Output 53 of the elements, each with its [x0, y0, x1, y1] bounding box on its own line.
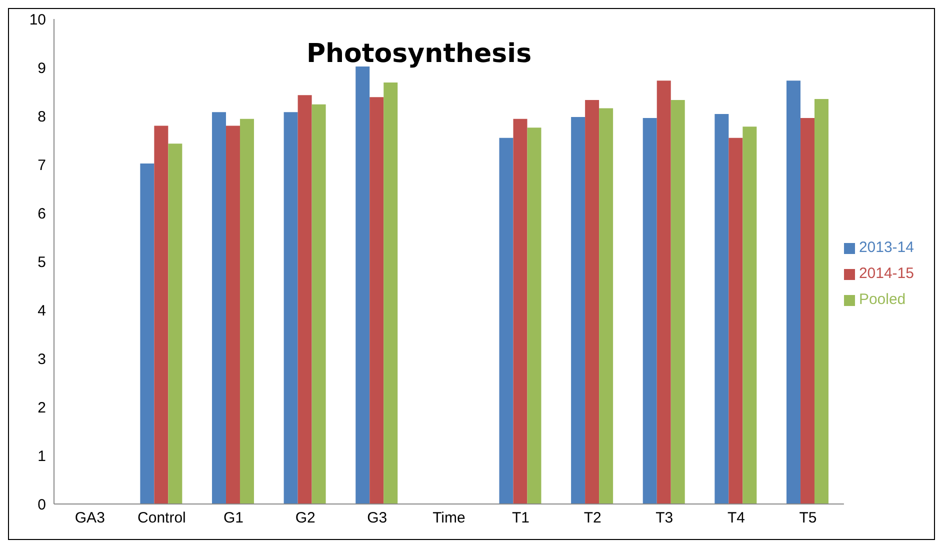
bar — [800, 118, 814, 504]
bar — [212, 112, 226, 504]
y-tick-label: 9 — [38, 60, 46, 77]
x-tick-label: T1 — [512, 510, 530, 527]
x-tick-label: Control — [138, 510, 186, 527]
bar — [670, 100, 685, 504]
bar — [356, 66, 370, 504]
y-tick-label: 5 — [38, 254, 46, 271]
y-tick-label: 2 — [38, 399, 46, 416]
x-tick-label: Time — [432, 510, 466, 527]
bar — [599, 108, 614, 504]
bar — [513, 118, 528, 504]
x-tick-label: T5 — [799, 510, 817, 527]
x-tick-label: T4 — [727, 510, 745, 527]
y-tick-label: 8 — [38, 108, 46, 126]
legend-label: Pooled — [858, 291, 906, 308]
bar — [786, 80, 800, 504]
bar — [226, 126, 240, 504]
bar — [714, 114, 729, 504]
x-tick-label: G2 — [295, 510, 316, 527]
bar — [585, 100, 600, 504]
bar — [814, 99, 828, 504]
bar — [298, 95, 312, 504]
legend-label: 2013-14 — [858, 239, 914, 256]
y-tick-label: 3 — [38, 350, 46, 368]
bar — [384, 82, 398, 504]
x-tick-label: GA3 — [74, 510, 105, 527]
bar — [312, 104, 326, 504]
bar — [240, 118, 254, 504]
bar — [284, 112, 298, 504]
bar — [168, 144, 182, 504]
x-tick-label: T2 — [584, 510, 602, 527]
bar — [499, 138, 514, 504]
bar — [571, 116, 586, 504]
x-tick-label: G1 — [224, 510, 244, 527]
bar — [370, 97, 384, 504]
bar — [742, 126, 757, 504]
legend-label: 2014-15 — [858, 265, 914, 282]
y-tick-label: 1 — [38, 448, 46, 465]
y-tick-label: 4 — [38, 302, 46, 320]
y-tick-label: 0 — [38, 496, 46, 514]
x-tick-label: T3 — [656, 510, 674, 527]
bar — [140, 164, 154, 504]
bar — [154, 126, 168, 504]
y-tick-label: 6 — [38, 205, 46, 222]
y-tick-label: 7 — [38, 156, 46, 174]
bar — [728, 138, 743, 504]
text: Photosynthesis — [306, 39, 532, 69]
bar — [656, 80, 671, 504]
y-tick-label: 10 — [29, 11, 46, 28]
x-tick-label: G3 — [367, 510, 388, 527]
bar — [642, 118, 657, 504]
bar — [527, 128, 542, 504]
